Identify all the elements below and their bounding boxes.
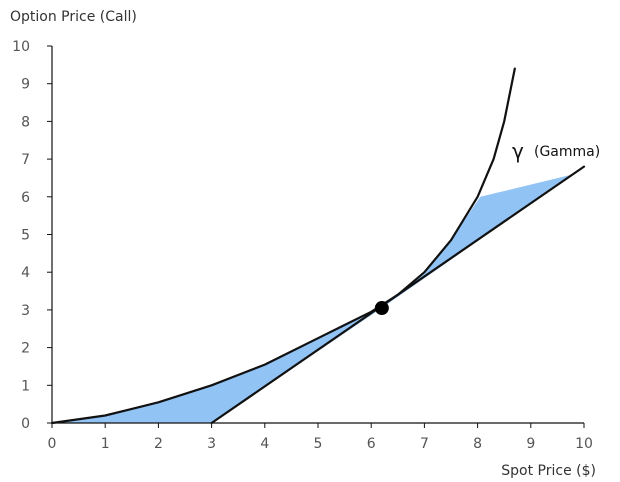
- y-tick-label: 7: [21, 152, 30, 168]
- y-tick-label: 8: [21, 114, 30, 130]
- y-tick-label: 10: [12, 39, 30, 55]
- shaded-region-1: [52, 308, 382, 423]
- y-tick-label: 9: [21, 77, 30, 93]
- x-axis-title: Spot Price ($): [501, 463, 596, 479]
- x-tick-label: 7: [420, 436, 429, 452]
- y-tick-label: 1: [21, 378, 30, 394]
- series-lines: [50, 67, 586, 425]
- x-tick-label: 8: [473, 436, 482, 452]
- y-tick-label: 0: [21, 416, 30, 432]
- x-tick-label: 2: [154, 436, 163, 452]
- tangent-line: [210, 165, 586, 425]
- x-tick-label: 6: [367, 436, 376, 452]
- tangent-point: [374, 301, 389, 316]
- tangent-point-marker: [374, 301, 389, 316]
- x-tick-labels: 0 1 2 3 4 5 6 7 8 9 10: [48, 423, 593, 452]
- x-tick-label: 0: [48, 436, 57, 452]
- x-tick-label: 10: [575, 436, 593, 452]
- y-tick-label: 3: [21, 303, 30, 319]
- x-tick-label: 9: [526, 436, 535, 452]
- y-tick-label: 4: [21, 265, 30, 281]
- y-axis-title: Option Price (Call): [10, 9, 137, 25]
- gamma-annotation-label: (Gamma): [534, 144, 600, 160]
- y-tick-label: 2: [21, 341, 30, 357]
- y-tick-label: 5: [21, 228, 30, 244]
- x-tick-label: 3: [207, 436, 216, 452]
- shaded-regions: [52, 174, 574, 423]
- x-tick-label: 4: [260, 436, 269, 452]
- y-tick-label: 6: [21, 190, 30, 206]
- x-tick-label: 5: [314, 436, 323, 452]
- y-tick-labels: 0 1 2 3 4 5 6 7 8 9 10: [12, 39, 52, 432]
- gamma-symbol: γ: [512, 139, 524, 163]
- x-tick-label: 1: [101, 436, 110, 452]
